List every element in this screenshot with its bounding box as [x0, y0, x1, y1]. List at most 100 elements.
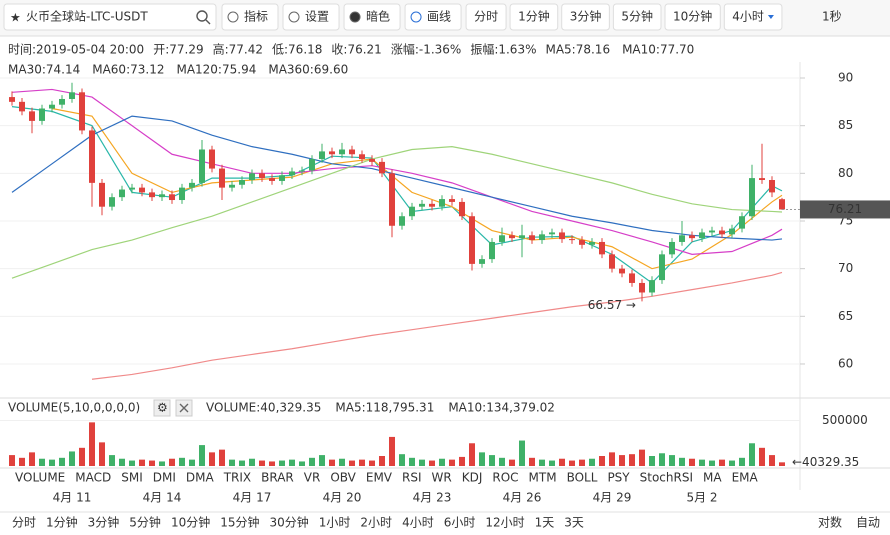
- candle-body: [739, 216, 745, 229]
- bottom-period[interactable]: 4小时: [402, 516, 434, 530]
- indicator-tab[interactable]: MA: [703, 471, 722, 485]
- indicator-tab[interactable]: WR: [432, 471, 452, 485]
- candle-body: [149, 192, 155, 198]
- period-button[interactable]: [509, 3, 559, 31]
- candle-body: [259, 173, 265, 179]
- indicator-tab[interactable]: DMA: [186, 471, 215, 485]
- volume-bar: [389, 436, 395, 466]
- bottom-period[interactable]: 5分钟: [129, 515, 161, 530]
- bottom-period[interactable]: 2小时: [360, 516, 392, 530]
- indicator-tab[interactable]: MTM: [529, 471, 557, 485]
- bottom-period[interactable]: 15分钟: [220, 515, 259, 530]
- tool-label: 指标: [244, 9, 268, 24]
- volume-bar: [529, 457, 535, 466]
- close-icon: [179, 403, 189, 413]
- search-icon[interactable]: [196, 10, 208, 22]
- candle-body: [299, 170, 305, 172]
- bottom-period[interactable]: 6小时: [444, 516, 476, 530]
- bottom-period[interactable]: 分时: [12, 516, 36, 530]
- indicator-tab[interactable]: PSY: [607, 471, 630, 485]
- indicator-tab[interactable]: StochRSI: [640, 471, 693, 485]
- volume-bar: [619, 455, 625, 466]
- volume-bar: [239, 460, 245, 466]
- candle-body: [779, 199, 785, 210]
- candle-body: [379, 161, 385, 174]
- ma-legend: MA30:74.14: [8, 63, 80, 77]
- indicator-tab[interactable]: BOLL: [567, 471, 598, 485]
- volume-bar: [489, 455, 495, 466]
- bottom-period[interactable]: 3分钟: [88, 515, 120, 530]
- ma-line: [11, 146, 783, 279]
- volume-bar: [59, 457, 65, 466]
- candle-body: [389, 173, 395, 226]
- indicator-tab[interactable]: TRIX: [223, 471, 251, 485]
- candle-body: [349, 149, 355, 155]
- x-tick-label: 4月 17: [233, 491, 272, 505]
- candle-body: [29, 111, 35, 121]
- indicator-tab[interactable]: EMV: [366, 471, 393, 485]
- volume-bar: [749, 443, 755, 466]
- volume-bar: [719, 459, 725, 466]
- candle-body: [239, 180, 245, 185]
- info-item: 时间:2019-05-04 20:00: [8, 43, 144, 57]
- volume-item: MA5:118,795.31: [335, 401, 434, 415]
- x-tick-label: 4月 26: [503, 491, 542, 505]
- indicator-tab[interactable]: RSI: [402, 471, 422, 485]
- indicator-tab[interactable]: OBV: [330, 471, 356, 485]
- tool-button[interactable]: [343, 3, 401, 31]
- period-button[interactable]: [612, 3, 662, 31]
- tool-button[interactable]: [282, 3, 340, 31]
- indicator-tab[interactable]: DMI: [153, 471, 176, 485]
- period-button[interactable]: [465, 3, 507, 31]
- bottom-period[interactable]: 30分钟: [270, 515, 309, 530]
- bottom-period[interactable]: 1天: [535, 516, 555, 530]
- bottom-period[interactable]: 1分钟: [46, 515, 78, 530]
- tool-button[interactable]: [221, 3, 279, 31]
- bottom-period[interactable]: 12小时: [485, 516, 524, 530]
- volume-bar: [189, 459, 195, 466]
- volume-bar: [739, 457, 745, 466]
- volume-bar: [69, 451, 75, 466]
- volume-bar: [269, 461, 275, 466]
- volume-bar: [99, 442, 105, 466]
- volume-bar: [479, 452, 485, 466]
- indicator-tab[interactable]: EMA: [732, 471, 759, 485]
- candle-body: [279, 175, 285, 181]
- volume-bar: [299, 461, 305, 466]
- bottom-option[interactable]: 自动: [856, 516, 880, 530]
- bottom-option[interactable]: 对数: [818, 515, 842, 530]
- tool-label: 暗色: [366, 9, 390, 24]
- period-button[interactable]: [664, 3, 721, 31]
- indicator-tab[interactable]: VR: [304, 471, 321, 485]
- volume-header: VOLUME(5,10,0,0,0,0): [8, 401, 140, 415]
- volume-bar: [629, 454, 635, 466]
- bottom-period[interactable]: 1小时: [319, 516, 351, 530]
- volume-bar: [279, 460, 285, 466]
- period-button[interactable]: [723, 3, 783, 31]
- y-tick-label: 65: [838, 309, 853, 323]
- indicator-tab[interactable]: MACD: [75, 471, 111, 485]
- bottom-period[interactable]: 10分钟: [171, 515, 210, 530]
- candle-body: [649, 280, 655, 293]
- candle-body: [749, 178, 755, 217]
- indicator-tab[interactable]: KDJ: [462, 471, 483, 485]
- volume-bar: [79, 447, 85, 466]
- tool-button[interactable]: [404, 3, 462, 31]
- candle-body: [539, 234, 545, 241]
- volume-bar: [259, 460, 265, 466]
- indicator-tab[interactable]: SMI: [121, 471, 143, 485]
- indicator-tab[interactable]: VOLUME: [15, 471, 65, 485]
- indicator-tab[interactable]: ROC: [492, 471, 518, 485]
- bottom-period[interactable]: 3天: [564, 516, 584, 530]
- ma-legend: MA5:78.16: [545, 43, 610, 57]
- period-button[interactable]: [561, 3, 610, 31]
- gear-button[interactable]: [153, 399, 171, 417]
- y-tick-label: 90: [838, 71, 853, 85]
- indicator-tab[interactable]: BRAR: [261, 471, 294, 485]
- symbol-box[interactable]: [3, 3, 217, 31]
- volume-bar: [419, 459, 425, 466]
- speed[interactable]: 1秒: [822, 10, 842, 24]
- volume-bar: [199, 445, 205, 466]
- y-tick-label: 70: [838, 261, 853, 275]
